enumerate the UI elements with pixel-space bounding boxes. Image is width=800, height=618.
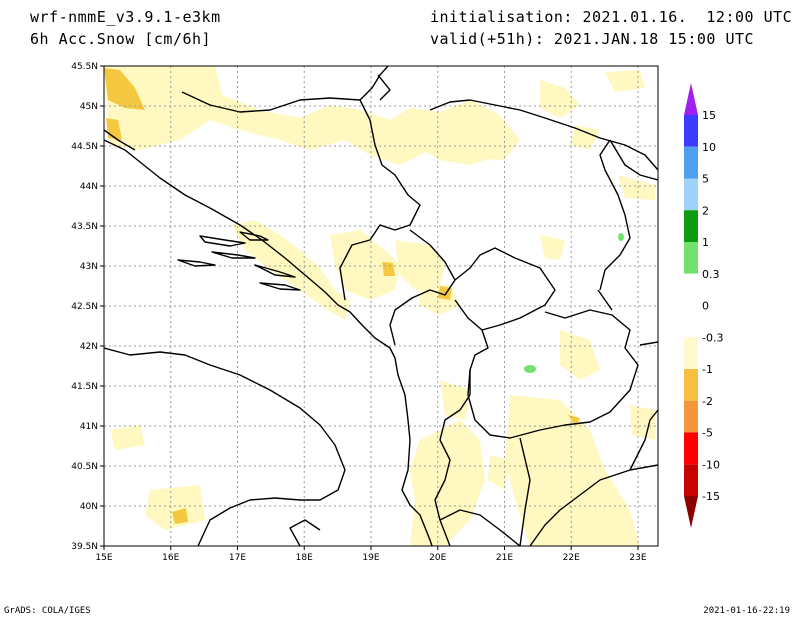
lat-tick-label: 44N (80, 182, 98, 192)
colorbar-segment (684, 432, 698, 465)
lat-tick-label: 40N (80, 502, 98, 512)
colorbar-label: 1 (702, 236, 709, 249)
lon-tick-label: 15E (95, 553, 112, 563)
lon-tick-label: 23E (629, 553, 646, 563)
map-area (104, 66, 658, 546)
colorbar-label: 2 (702, 204, 709, 217)
colorbar-label: -1 (702, 363, 713, 376)
colorbar-label: -15 (702, 490, 720, 503)
lat-tick-label: 45.5N (71, 62, 98, 72)
lat-tick-label: 41.5N (71, 382, 98, 392)
lat-tick-label: 40.5N (71, 462, 98, 472)
lat-tick-label: 45N (80, 102, 98, 112)
lon-tick-label: 19E (362, 553, 379, 563)
colorbar-bottom-arrow (684, 496, 698, 528)
colorbar-segment (684, 210, 698, 242)
colorbar-label: 0 (702, 300, 709, 313)
colorbar-segment (684, 115, 698, 147)
model-name: wrf-nmmE_v3.9.1-e3km (30, 8, 221, 26)
coastlines-borders (104, 66, 658, 546)
colorbar-segment (684, 178, 698, 211)
colorbar-segment (684, 146, 698, 179)
colorbar-segment (684, 337, 698, 369)
lat-tick-label: 44.5N (71, 142, 98, 152)
init-time: initialisation: 2021.01.16. 12:00 UTC (430, 8, 793, 26)
colorbar-segment (684, 464, 698, 496)
valid-time: valid(+51h): 2021.JAN.18 15:00 UTC (430, 30, 755, 48)
colorbar-top-arrow (684, 83, 698, 115)
colorbar-label: -2 (702, 395, 713, 408)
colorbar-label: 0.3 (702, 268, 720, 281)
longitude-axis: 15E 16E 17E 18E 19E 20E 21E 22E 23E (95, 546, 647, 563)
snow-light-areas (104, 66, 655, 546)
colorbar-segment (684, 369, 698, 401)
lat-tick-label: 42N (80, 342, 98, 352)
lat-tick-label: 43.5N (71, 222, 98, 232)
colorbar: 15 10 5 2 1 0.3 0 -0.3 -1 -2 -5 -10 -15 (684, 83, 723, 528)
latitude-axis: 45.5N 45N 44.5N 44N 43.5N 43N 42.5N 42N 41.5N 41N… (71, 62, 104, 552)
lon-tick-label: 20E (429, 553, 446, 563)
grads-credit: GrADS: COLA/IGES (4, 606, 91, 616)
colorbar-segment (684, 400, 698, 433)
colorbar-segment (684, 273, 698, 306)
snow-green-areas (524, 233, 624, 373)
colorbar-label: -5 (702, 427, 713, 440)
colorbar-label: -0.3 (702, 331, 723, 344)
colorbar-label: 5 (702, 173, 709, 186)
colorbar-segment (684, 305, 698, 338)
lon-tick-label: 16E (162, 553, 179, 563)
snow-medium-areas (104, 68, 580, 524)
colorbar-label: 15 (702, 109, 716, 122)
colorbar-label: -10 (702, 458, 720, 471)
render-timestamp: 2021-01-16-22:19 (703, 606, 790, 616)
lat-tick-label: 43N (80, 262, 98, 272)
field-name: 6h Acc.Snow [cm/6h] (30, 30, 212, 48)
lat-tick-label: 42.5N (71, 302, 98, 312)
colorbar-label: 10 (702, 141, 716, 154)
lon-tick-label: 22E (563, 553, 580, 563)
lat-tick-label: 41N (80, 422, 98, 432)
colorbar-segment (684, 242, 698, 274)
lat-tick-label: 39.5N (71, 542, 98, 552)
lon-tick-label: 21E (496, 553, 513, 563)
lon-tick-label: 17E (229, 553, 246, 563)
lon-tick-label: 18E (296, 553, 313, 563)
